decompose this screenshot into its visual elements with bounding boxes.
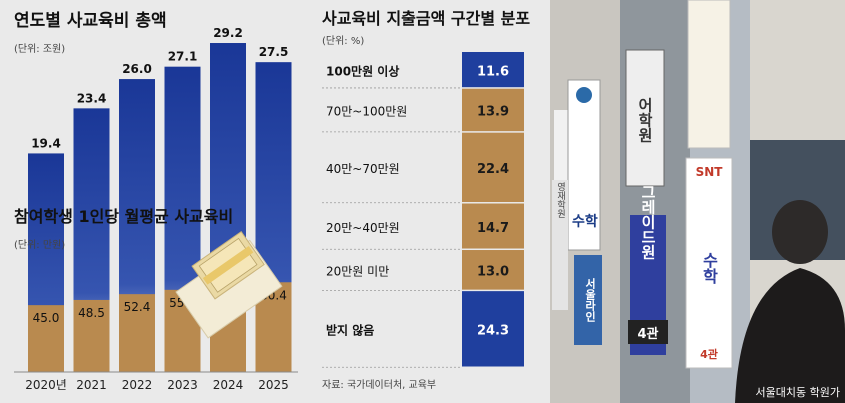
x-tick-label-1: 2021 — [76, 378, 107, 392]
total-value-label-0: 19.4 — [31, 136, 61, 150]
distribution-subtitle: (단위: %) — [322, 34, 364, 47]
distribution-title: 사교육비 지출금액 구간별 분포 — [322, 9, 530, 28]
per-student-value-label-1: 48.5 — [78, 306, 105, 320]
x-tick-label-2: 2022 — [122, 378, 153, 392]
total-value-label-3: 27.1 — [168, 50, 198, 64]
street-photo-illustration: 수학 서울라인 어학원 그레이드원 4관 SNT 수학 4관 영재학원 서울대치… — [550, 0, 845, 403]
sign-math-2: 수학 — [700, 252, 719, 285]
distribution-segment-2 — [462, 132, 524, 203]
total-value-label-5: 27.5 — [259, 45, 289, 59]
total-value-label-2: 26.0 — [122, 62, 152, 76]
per-student-title: 참여학생 1인당 월평균 사교육비 — [14, 207, 233, 226]
distribution-category-label-4: 20만원 미만 — [326, 265, 389, 279]
distribution-chart: 사교육비 지출금액 구간별 분포 (단위: %) 11.6 100만원 이상 13.… — [302, 0, 550, 403]
sign-gifted-academy: 영재학원 — [555, 182, 565, 218]
distribution-value-label-2: 22.4 — [477, 162, 509, 177]
per-student-bar-1 — [73, 299, 110, 372]
distribution-value-label-0: 11.6 — [477, 64, 509, 79]
sign-building-4: 4관 — [637, 326, 658, 342]
sign-seoul-line: 서울라인 — [584, 277, 597, 322]
distribution-segment-5 — [462, 291, 524, 367]
distribution-value-label-4: 13.0 — [477, 265, 509, 280]
x-tick-label-4: 2024 — [213, 378, 244, 392]
sign-math: 수학 — [572, 214, 598, 230]
left-panel: 19.4 23.4 26.0 27.1 29.2 27.5 45.0 48.5 52.4 55.… — [0, 0, 302, 403]
distribution-category-label-2: 40만~70만원 — [326, 162, 400, 176]
distribution-value-label-5: 24.3 — [477, 324, 509, 339]
source-note: 자료: 국가데이터처, 교육부 — [322, 379, 436, 391]
x-tick-label-0: 2020년 — [25, 378, 67, 392]
sign-grade-one: 그레이드원 — [639, 185, 657, 260]
photo-caption: 서울대치동 학원가 — [756, 386, 840, 399]
distribution-value-label-1: 13.9 — [477, 105, 509, 120]
distribution-category-label-1: 70만~100만원 — [326, 105, 407, 119]
money-envelope-icon — [175, 230, 283, 339]
distribution-segment-3 — [462, 203, 524, 249]
distribution-category-label-5: 받지 않음 — [326, 323, 374, 338]
total-value-label-4: 29.2 — [213, 26, 243, 40]
annual-total-chart: 19.423.426.027.129.227.5 45.0 48.5 52.4 55.… — [0, 0, 302, 403]
distribution-category-label-3: 20만~40만원 — [326, 221, 400, 235]
total-value-label-1: 23.4 — [77, 91, 107, 105]
street-photo: 수학 서울라인 어학원 그레이드원 4관 SNT 수학 4관 영재학원 서울대치… — [550, 0, 845, 403]
middle-panel: 사교육비 지출금액 구간별 분포 (단위: %) 11.6 100만원 이상 13.… — [302, 0, 550, 403]
x-tick-label-3: 2023 — [167, 378, 198, 392]
distribution-segment-1 — [462, 88, 524, 132]
distribution-value-label-3: 14.7 — [477, 221, 509, 236]
per-student-value-label-0: 45.0 — [33, 311, 60, 325]
per-student-bar-2 — [119, 294, 155, 372]
sign-building-4b: 4관 — [700, 347, 718, 361]
sign-language-academy: 어학원 — [636, 98, 654, 143]
total-subtitle: (단위: 조원) — [14, 42, 65, 55]
distribution-category-label-0: 100만원 이상 — [326, 63, 399, 78]
per-student-subtitle: (단위: 만원) — [14, 238, 65, 251]
sign-snt: SNT — [696, 165, 724, 179]
distribution-segment-0 — [462, 52, 524, 88]
total-title: 연도별 사교육비 총액 — [14, 11, 167, 31]
x-tick-label-5: 2025 — [258, 378, 289, 392]
distribution-segment-4 — [462, 250, 524, 290]
per-student-value-label-2: 52.4 — [124, 300, 151, 314]
per-student-bar-0 — [28, 305, 64, 372]
